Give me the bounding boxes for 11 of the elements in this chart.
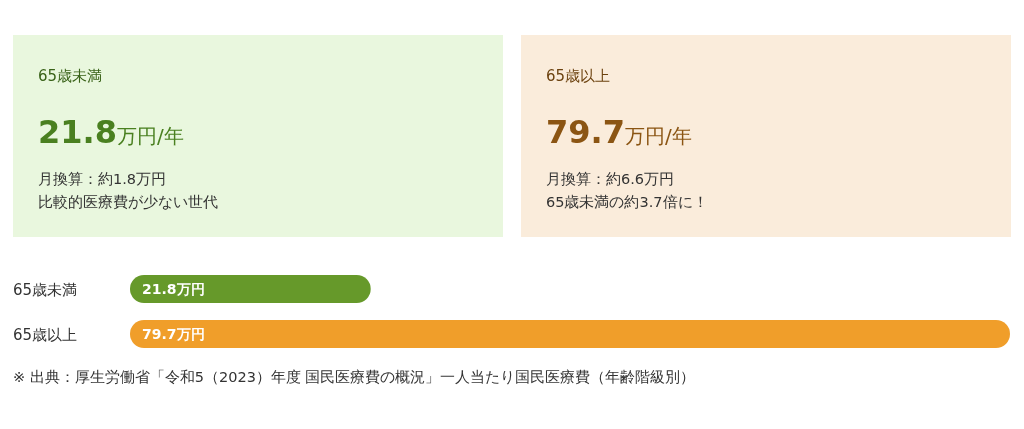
text: 21.8万円/年: [38, 113, 184, 151]
text: ※ 出典：厚生労働省「令和5（2023）年度 国民医療費の概況」一人当たり国民医療費（年齢階級別）: [13, 369, 696, 385]
text: 65歳未満: [38, 67, 103, 85]
text: 比較的医療費が少ない世代: [38, 194, 218, 210]
text: 65歳未満の約3.7倍に！: [546, 194, 708, 210]
text: 65歳以上: [546, 67, 611, 85]
text: 月換算：約6.6万円: [546, 171, 675, 187]
data-label: 21.8万円: [142, 281, 205, 297]
text: 月換算：約1.8万円: [38, 171, 167, 187]
text: 79.7万円/年: [546, 113, 692, 151]
data-label: 79.7万円: [142, 326, 205, 342]
